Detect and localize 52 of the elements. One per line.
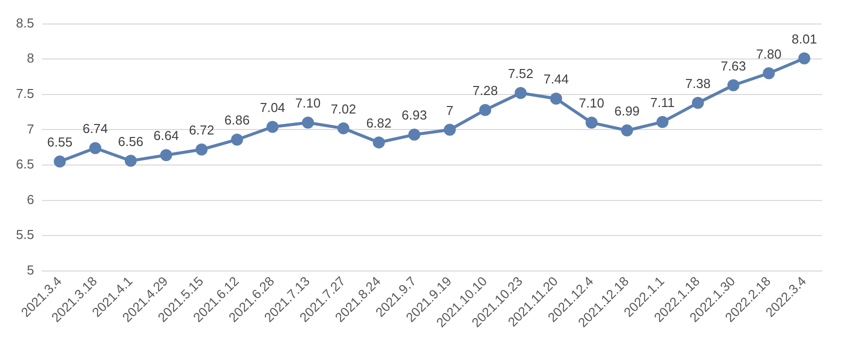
- data-label: 7.80: [756, 46, 782, 62]
- point: [372, 136, 385, 148]
- point: [196, 144, 208, 156]
- data-label: 6.56: [118, 134, 144, 149]
- point: [408, 128, 420, 141]
- data-label: 7.38: [685, 76, 711, 91]
- y-tick-label: 5: [26, 262, 34, 278]
- point: [621, 124, 634, 136]
- point: [231, 134, 244, 146]
- point: [586, 116, 598, 129]
- data-label: 6.72: [188, 122, 214, 138]
- data-label: 7.10: [295, 96, 321, 111]
- point: [160, 149, 172, 162]
- data-label: 6.55: [47, 134, 72, 150]
- point: [550, 92, 562, 105]
- data-label: 7.28: [472, 83, 498, 98]
- point: [124, 154, 137, 167]
- y-tick-label: 5.5: [16, 227, 34, 242]
- data-label: 7.02: [330, 101, 356, 116]
- data-label: 7: [446, 102, 454, 118]
- point: [337, 122, 350, 134]
- point: [479, 104, 492, 116]
- data-label: 7.44: [543, 72, 569, 87]
- data-label: 7.10: [578, 96, 604, 111]
- data-label: 8.01: [792, 31, 817, 46]
- point: [798, 52, 810, 64]
- data-label: 7.63: [720, 58, 746, 74]
- y-tick-label: 8.5: [16, 15, 34, 30]
- point: [89, 142, 102, 154]
- point: [762, 67, 775, 80]
- data-label: 6.82: [366, 116, 392, 131]
- point: [727, 79, 740, 92]
- y-tick-label: 7: [26, 121, 34, 136]
- y-tick-label: 6.5: [16, 156, 34, 172]
- point: [444, 124, 456, 136]
- data-label: 6.74: [82, 121, 108, 136]
- point: [656, 116, 668, 128]
- point: [692, 96, 704, 109]
- data-label: 7.11: [650, 95, 675, 110]
- data-label: 6.64: [153, 128, 179, 144]
- data-label: 7.04: [260, 100, 286, 115]
- y-tick-label: 8: [26, 50, 34, 66]
- y-tick-label: 6: [26, 192, 34, 207]
- data-label: 7.52: [508, 66, 534, 82]
- data-label: 6.99: [614, 104, 640, 119]
- y-tick-label: 7.5: [16, 86, 34, 101]
- point: [302, 116, 314, 129]
- point: [266, 120, 279, 133]
- point: [54, 156, 66, 168]
- data-label: 6.86: [224, 112, 250, 128]
- data-label: 6.93: [402, 108, 427, 123]
- point: [514, 87, 527, 100]
